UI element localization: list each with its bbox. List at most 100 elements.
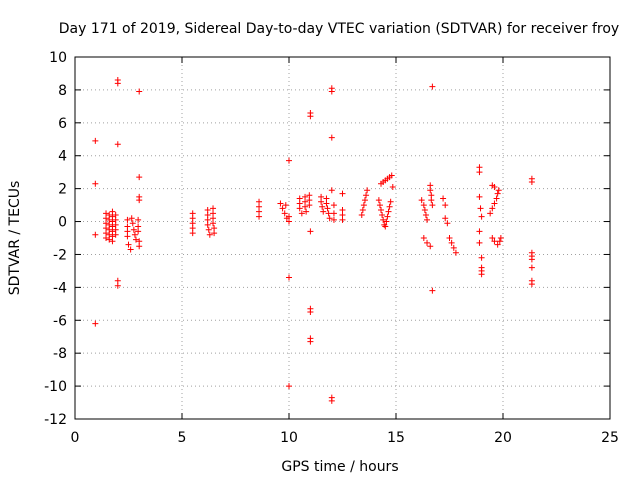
x-tick-label: 10 (280, 430, 298, 446)
data-point (380, 216, 387, 223)
data-point (388, 172, 395, 179)
data-point (476, 228, 483, 235)
data-point (281, 210, 288, 217)
data-point (478, 213, 485, 220)
data-point (127, 246, 134, 253)
data-point (528, 256, 535, 263)
x-tick-label: 20 (494, 430, 512, 446)
data-point (361, 197, 368, 204)
data-point (385, 208, 392, 215)
data-point (376, 202, 383, 209)
data-point (296, 205, 303, 212)
data-point (129, 220, 136, 227)
data-point (489, 235, 496, 241)
data-point (135, 228, 142, 235)
data-point (114, 141, 121, 148)
data-point (109, 238, 116, 245)
data-point (476, 169, 483, 176)
data-point (491, 238, 498, 245)
data-point (497, 235, 504, 241)
grid-lines (75, 57, 610, 419)
y-tick-label: 6 (58, 116, 67, 132)
data-point (339, 190, 346, 197)
data-point (421, 207, 428, 214)
data-point (132, 236, 139, 243)
data-point (277, 200, 284, 207)
data-point (298, 210, 305, 217)
data-point (494, 241, 501, 248)
data-point (106, 236, 113, 243)
data-point (442, 215, 449, 222)
data-point (330, 210, 337, 217)
axis-ticks (74, 56, 611, 420)
data-point (131, 231, 138, 238)
data-point (326, 215, 333, 222)
y-tick-label: 8 (58, 83, 67, 99)
data-point (124, 216, 131, 223)
y-tick-label: -6 (53, 313, 67, 329)
data-point (205, 226, 212, 233)
y-tick-label: 0 (58, 215, 67, 231)
data-point (128, 215, 135, 222)
data-point (420, 235, 427, 241)
data-point (444, 220, 451, 227)
data-point (420, 202, 427, 209)
chart-title: Day 171 of 2019, Sidereal Day-to-day VTE… (59, 21, 619, 37)
data-point (491, 183, 498, 190)
data-point (379, 211, 386, 218)
data-point (389, 183, 396, 190)
data-point (206, 231, 213, 238)
data-point (92, 180, 99, 187)
data-point (427, 187, 434, 194)
data-point (493, 195, 500, 202)
data-point (210, 220, 217, 227)
data-point (442, 202, 449, 209)
y-tick-label: -10 (44, 379, 67, 395)
data-point (125, 241, 132, 248)
data-point (303, 208, 310, 215)
data-point (318, 198, 325, 205)
data-point (307, 338, 314, 345)
data-point (491, 200, 498, 207)
x-tick-label: 5 (178, 430, 187, 446)
data-point (189, 230, 196, 237)
data-point (302, 203, 309, 210)
data-point (286, 383, 292, 390)
data-point (363, 192, 370, 199)
data-point (386, 203, 393, 210)
y-axis-label: SDTVAR / TECUs (7, 181, 23, 296)
data-points (92, 77, 535, 404)
y-tick-label: 4 (58, 149, 67, 165)
data-point (358, 211, 365, 218)
data-point (387, 198, 394, 205)
data-point (323, 200, 330, 207)
data-point (528, 281, 535, 288)
data-point (528, 264, 535, 271)
data-point (496, 238, 503, 245)
data-point (103, 235, 110, 241)
x-tick-labels: 0 5 10 15 20 25 (71, 430, 619, 446)
data-point (360, 202, 367, 209)
data-point (427, 243, 434, 250)
data-point (452, 249, 459, 256)
data-point (307, 309, 314, 316)
data-point (429, 202, 436, 209)
x-axis-label: GPS time / hours (281, 459, 398, 475)
data-point (330, 216, 337, 223)
data-point (422, 211, 429, 218)
data-point (136, 174, 143, 181)
data-point (487, 210, 494, 217)
data-point (204, 221, 211, 228)
data-point (494, 190, 501, 197)
data-point (429, 287, 436, 294)
y-tick-label: -4 (53, 280, 67, 296)
x-tick-label: 0 (71, 430, 80, 446)
data-point (324, 205, 331, 212)
data-point (328, 397, 335, 404)
data-point (306, 202, 313, 209)
data-point (424, 216, 431, 223)
data-point (477, 205, 484, 212)
data-point (375, 197, 382, 204)
data-point (112, 231, 119, 238)
